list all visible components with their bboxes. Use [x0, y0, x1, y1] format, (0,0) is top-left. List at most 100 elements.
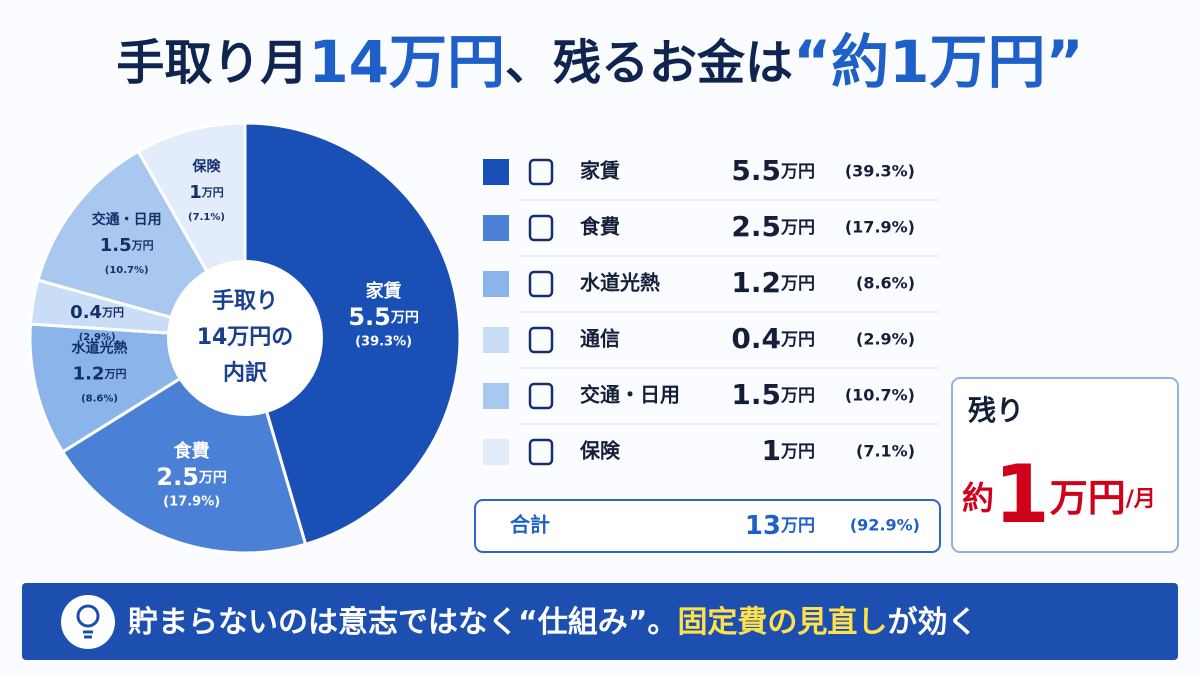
banner-part: 固定費の見直し [677, 605, 887, 640]
slice-number: 2.5 [156, 463, 199, 491]
legend-icon [528, 158, 554, 186]
total-unit: 万円 [780, 516, 815, 536]
remainder-prefix: 約 [962, 479, 994, 517]
slice-value: 1.2万円 [73, 364, 127, 385]
slice-unit: 万円 [201, 186, 224, 199]
pie-slice [243, 121, 462, 547]
legend-icon [528, 438, 554, 466]
legend-icon [528, 326, 554, 354]
title-part: 、残るお金は [505, 35, 793, 91]
remainder-box [951, 377, 1179, 553]
center-label: 手取り [212, 289, 278, 314]
slice-name: 水道光熱 [72, 340, 128, 357]
slice-name: 保険 [191, 158, 221, 175]
slice-value: 5.5万円 [348, 303, 419, 331]
legend-value: 1.2万円 [731, 266, 815, 299]
title: 手取り月14万円、残るお金は“約1万円” [116, 28, 1083, 96]
total-box [474, 499, 941, 553]
slice-percent: (17.9%) [163, 495, 220, 510]
value-unit: 万円 [780, 442, 815, 462]
center-hole [167, 260, 323, 416]
total-percent: (92.9%) [850, 516, 920, 535]
total-number: 13 [745, 511, 781, 541]
value-unit: 万円 [780, 162, 815, 182]
legend-value: 2.5万円 [731, 210, 815, 243]
legend-name: 水道光熱 [580, 271, 660, 295]
slice-percent: (8.6%) [81, 394, 118, 405]
legend-swatch [483, 271, 509, 297]
banner [22, 583, 1178, 660]
slice-unit: 万円 [101, 306, 124, 319]
value-number: 2.5 [731, 210, 781, 243]
slice-value: 0.4万円 [70, 302, 124, 323]
value-unit: 万円 [780, 218, 815, 238]
title-part: “約1万円” [793, 28, 1084, 96]
legend-value: 1.5万円 [731, 378, 815, 411]
slice-unit: 万円 [198, 470, 227, 486]
legend-swatch [483, 439, 509, 465]
total-label: 合計 [510, 513, 550, 537]
legend-percent: (8.6%) [856, 274, 915, 293]
total-value: 13万円 [745, 511, 815, 541]
legend-value: 0.4万円 [731, 322, 815, 355]
remainder-suffix: /月 [1126, 487, 1156, 512]
legend-name: 交通・日用 [580, 383, 680, 407]
banner-part: 貯まらないのは意志ではなく“仕組み”。 [128, 605, 677, 640]
bulb-icon [61, 595, 115, 649]
slice-unit: 万円 [131, 239, 154, 252]
banner-text: 貯まらないのは意志ではなく“仕組み”。固定費の見直しが効く [128, 605, 977, 640]
banner-part: が効く [887, 605, 977, 640]
value-number: 0.4 [731, 322, 781, 355]
legend-icon [528, 382, 554, 410]
value-number: 1.2 [731, 266, 781, 299]
value-unit: 万円 [780, 386, 815, 406]
slice-name: 家賃 [366, 280, 402, 302]
remainder-unit: 万円 [1050, 476, 1126, 520]
slice-percent: (10.7%) [105, 265, 149, 276]
title-part: 手取り月 [116, 35, 308, 91]
slice-number: 1 [189, 182, 202, 203]
slice-value: 2.5万円 [156, 463, 227, 491]
slice-unit: 万円 [103, 368, 126, 381]
slice-percent: (2.9%) [79, 332, 116, 343]
title-part: 14万円 [308, 28, 505, 96]
legend-name: 保険 [579, 439, 621, 463]
legend-name: 家賃 [580, 159, 620, 183]
legend-value: 5.5万円 [731, 154, 815, 187]
legend-swatch [483, 383, 509, 409]
slice-number: 1.2 [73, 364, 105, 385]
legend-icon [528, 270, 554, 298]
legend-name: 通信 [580, 327, 620, 351]
value-number: 1.5 [731, 378, 781, 411]
slice-value: 1.5万円 [100, 235, 154, 256]
slice-percent: (39.3%) [355, 335, 412, 350]
legend-swatch [483, 159, 509, 185]
legend-swatch [483, 215, 509, 241]
center-label: 内訳 [223, 360, 268, 386]
legend-swatch [483, 327, 509, 353]
center-label: 14万円の [197, 325, 294, 350]
remainder-label: 残り [968, 394, 1024, 427]
value-number: 1 [762, 434, 781, 467]
legend-percent: (17.9%) [845, 218, 915, 237]
legend-icon [528, 214, 554, 242]
slice-name: 食費 [173, 440, 210, 462]
legend-percent: (7.1%) [856, 442, 915, 461]
slice-percent: (7.1%) [188, 212, 225, 223]
legend-name: 食費 [580, 215, 620, 239]
value-number: 5.5 [731, 154, 781, 187]
slice-number: 5.5 [348, 303, 391, 331]
slice-number: 0.4 [70, 302, 102, 323]
remainder-value: 約1万円/月 [962, 448, 1156, 541]
slice-value: 1万円 [189, 182, 224, 203]
legend-value: 1万円 [762, 434, 815, 467]
value-unit: 万円 [780, 274, 815, 294]
value-unit: 万円 [780, 330, 815, 350]
slice-number: 1.5 [100, 235, 132, 256]
slice-name: 交通・日用 [92, 211, 162, 228]
legend-percent: (2.9%) [856, 330, 915, 349]
slice-unit: 万円 [390, 310, 419, 326]
legend-percent: (39.3%) [845, 162, 915, 181]
